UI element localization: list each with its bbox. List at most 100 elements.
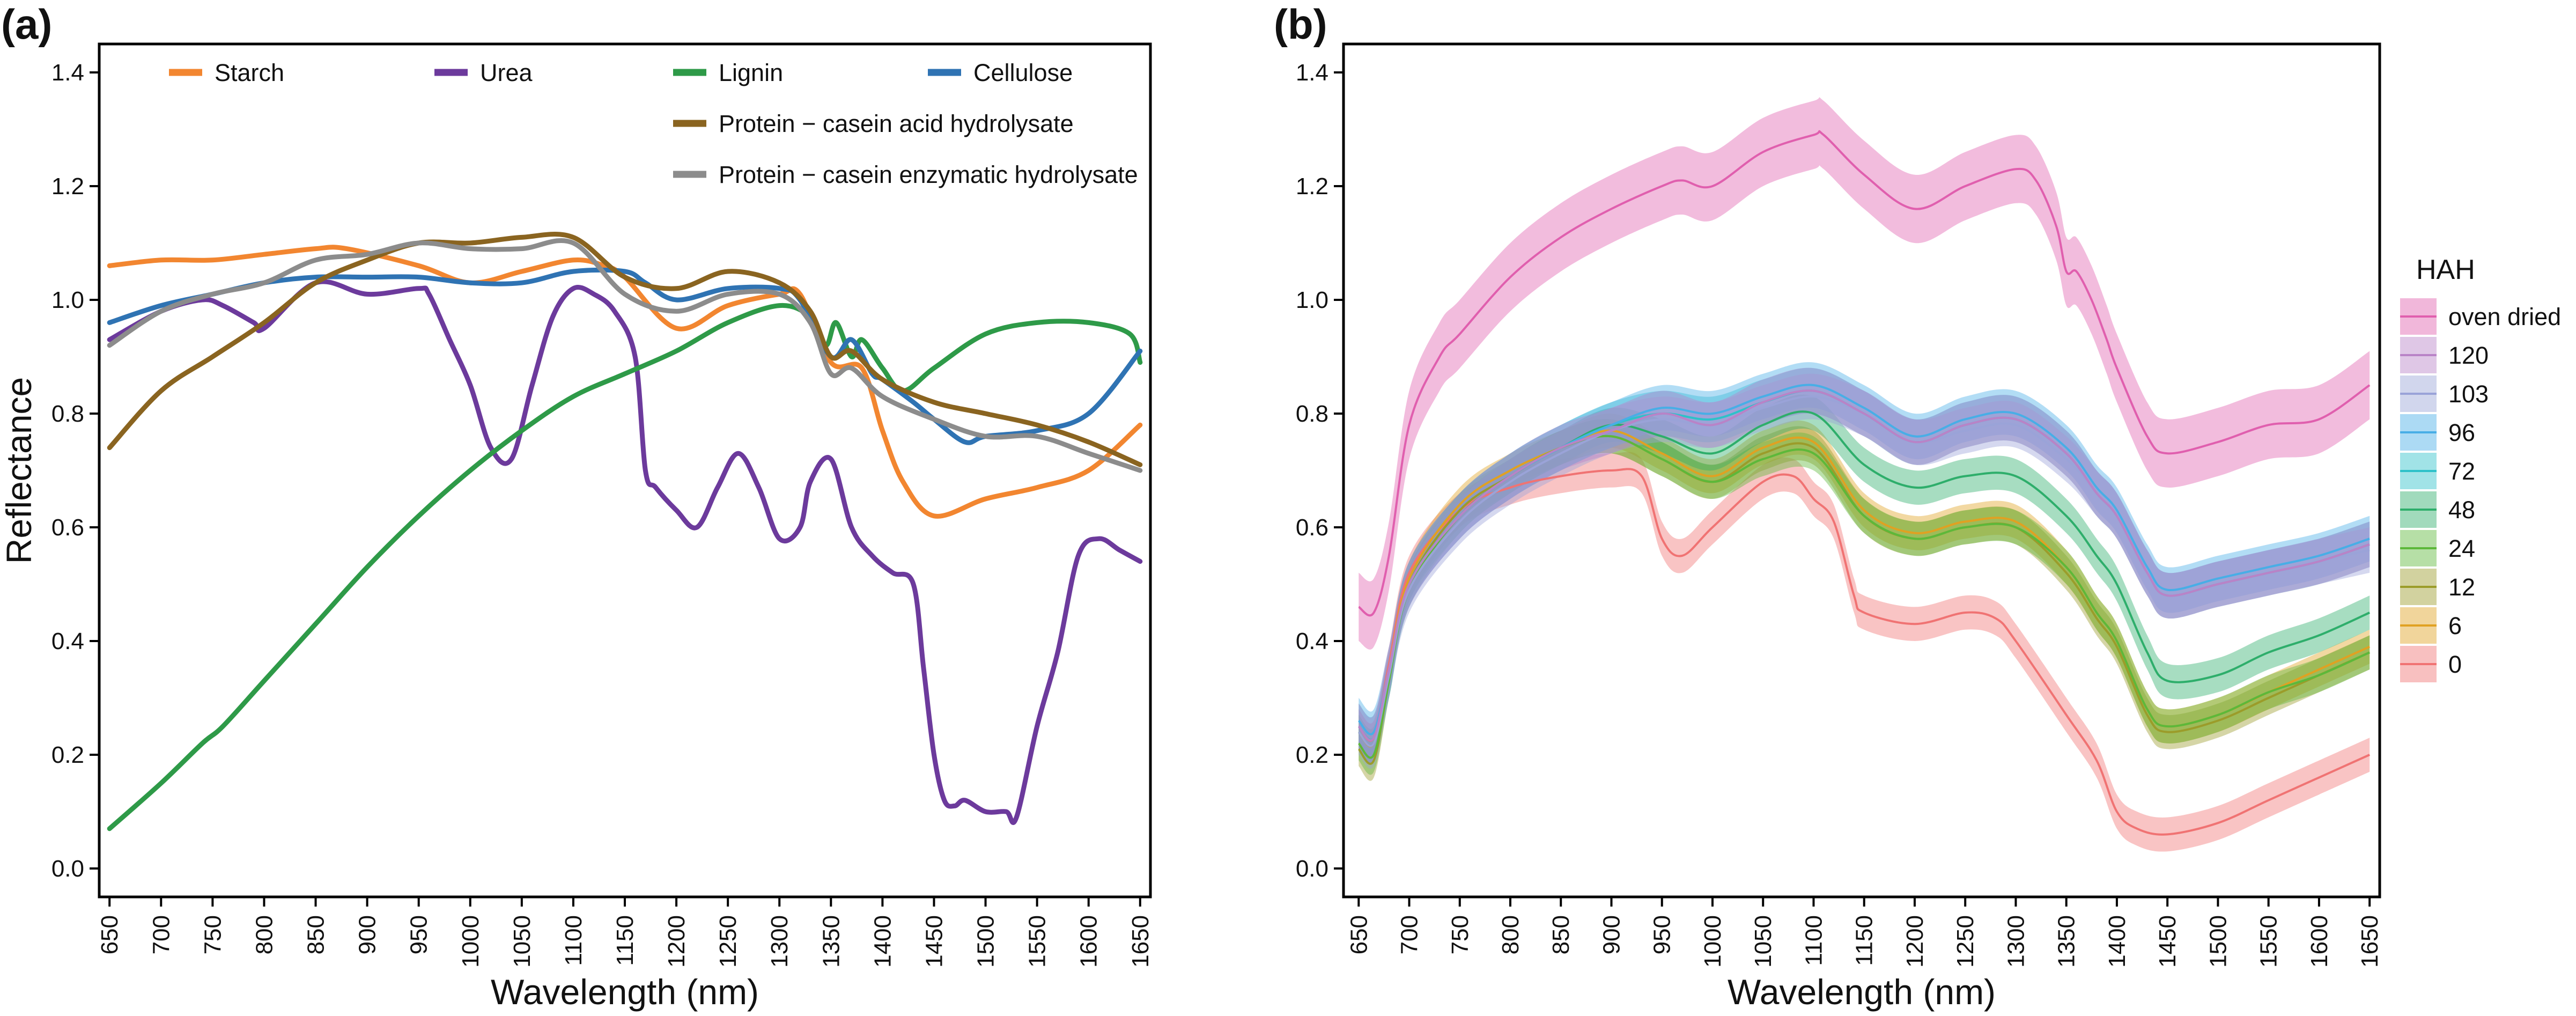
legend-label: 48 <box>2448 496 2475 524</box>
legend-label: 12 <box>2448 573 2475 601</box>
legend-label: 24 <box>2448 535 2475 562</box>
panel-b-x-tick-label: 1150 <box>1851 915 1878 966</box>
panel-b-x-tick-label: 650 <box>1346 915 1372 954</box>
panel-a-y-tick-label: 1.2 <box>51 173 84 200</box>
panel-b-x-tick-label: 1600 <box>2306 915 2333 968</box>
panel-label-b: (b) <box>1274 1 1327 48</box>
panel-a-x-tick-label: 900 <box>355 915 381 954</box>
panel-a-x-tick-label: 1000 <box>457 915 484 968</box>
panel-b-x-tick-label: 1550 <box>2256 915 2282 968</box>
panel-a-x-tick-label: 650 <box>97 915 123 954</box>
panel-a-x-tick-label: 1300 <box>766 915 793 968</box>
panel-label-a: (a) <box>1 1 52 48</box>
series-line-oven-dried <box>1358 130 2371 617</box>
panel-b-y-tick-label: 0.4 <box>1296 628 1328 654</box>
legend-label: 6 <box>2448 612 2462 639</box>
panel-a-x-tick-label: 1450 <box>921 915 947 968</box>
panel-b-x-tick-label: 1400 <box>2104 915 2130 968</box>
legend-label: Urea <box>480 59 533 86</box>
series-band-0 <box>1359 452 2370 852</box>
panel-b-y-tick-label: 0.6 <box>1296 514 1328 541</box>
legend-label: Cellulose <box>973 59 1073 86</box>
legend-label: 120 <box>2448 342 2489 369</box>
legend-label: 103 <box>2448 380 2489 408</box>
panel-b-x-tick-label: 1650 <box>2357 915 2383 968</box>
panel-b-y-tick-label: 0.0 <box>1296 856 1328 882</box>
panel-b-legend-title: HAH <box>2416 254 2475 285</box>
panel-a-y-tick-label: 0.8 <box>51 401 84 427</box>
panel-a-x-tick-label: 1500 <box>973 915 999 968</box>
panel-b-y-tick-label: 1.2 <box>1296 173 1328 200</box>
panel-a-y-tick-label: 1.0 <box>51 287 84 313</box>
panel-b: 0.0 0.2 0.4 0.6 0.8 1.0 1.2 1.4 650 700 750 800 850 9… <box>1296 42 2561 1012</box>
series-line-120 <box>1357 389 2370 742</box>
panel-a-axes: 0.0 0.2 0.4 0.6 0.8 1.0 1.2 1.4 650 700 750 800 850 9… <box>51 60 1154 968</box>
legend-label: 72 <box>2448 458 2475 485</box>
panel-a: 0.0 0.2 0.4 0.6 0.8 1.0 1.2 1.4 650 700 750 800 850 9… <box>0 42 1154 1012</box>
panel-b-x-axis-title: Wavelength (nm) <box>1728 972 1996 1012</box>
panel-b-axes: 0.0 0.2 0.4 0.6 0.8 1.0 1.2 1.4 650 700 750 800 850 9… <box>1296 60 2383 968</box>
legend-label: Protein − casein acid hydrolysate <box>719 110 1074 137</box>
panel-b-y-tick-label: 1.0 <box>1296 287 1328 313</box>
legend-label: Starch <box>215 59 284 86</box>
panel-b-x-tick-label: 1450 <box>2154 915 2181 968</box>
series-line-protein-casein-enzymatic-hydrolysate <box>107 238 1143 473</box>
panel-a-x-tick-label: 1350 <box>818 915 844 968</box>
series-line-urea <box>107 279 1143 825</box>
panel-b-x-tick-label: 950 <box>1649 915 1675 954</box>
series-line-cellulose <box>107 267 1143 445</box>
panel-a-x-tick-label: 1100 <box>560 915 587 966</box>
panel-b-y-tick-label: 1.4 <box>1296 60 1328 86</box>
panel-a-series <box>107 231 1143 831</box>
legend-label: Protein − casein enzymatic hydrolysate <box>719 161 1138 188</box>
panel-a-y-tick-label: 0.4 <box>51 628 84 654</box>
panel-b-x-tick-label: 1250 <box>1952 915 1979 968</box>
panel-b-series <box>1357 97 2371 852</box>
panel-a-x-tick-label: 1050 <box>509 915 535 968</box>
series-band-48 <box>1359 394 2370 763</box>
panel-a-x-tick-label: 1200 <box>663 915 690 968</box>
panel-a-x-tick-label: 1250 <box>715 915 741 968</box>
panel-b-x-tick-label: 900 <box>1598 915 1625 954</box>
panel-a-y-axis-title: Reflectance <box>0 377 39 564</box>
panel-a-legend: Starch Urea Lignin Cellulose Protein − casei… <box>169 59 1138 188</box>
panel-a-x-tick-label: 800 <box>251 915 277 954</box>
panel-a-x-tick-label: 1150 <box>612 915 638 966</box>
panel-b-x-tick-label: 800 <box>1497 915 1524 954</box>
panel-b-legend: HAH oven dried 120 103 96 72 48 24 12 6 0 <box>2400 254 2561 682</box>
panel-a-x-tick-label: 1650 <box>1127 915 1154 968</box>
panel-a-x-tick-label: 1550 <box>1024 915 1051 968</box>
legend-label: 96 <box>2448 419 2475 446</box>
panel-a-x-tick-label: 750 <box>200 915 226 954</box>
panel-a-y-tick-label: 0.6 <box>51 514 84 541</box>
legend-label: Lignin <box>719 59 783 86</box>
panel-a-x-tick-label: 1400 <box>869 915 896 968</box>
panel-b-x-tick-label: 1050 <box>1750 915 1776 968</box>
panel-b-y-tick-label: 0.8 <box>1296 401 1328 427</box>
series-line-lignin <box>107 303 1143 831</box>
panel-a-y-tick-label: 0.2 <box>51 742 84 768</box>
panel-a-x-tick-label: 1600 <box>1076 915 1102 968</box>
panel-b-y-tick-label: 0.2 <box>1296 742 1328 768</box>
panel-a-y-tick-label: 0.0 <box>51 856 84 882</box>
legend-label: oven dried <box>2448 303 2561 330</box>
panel-b-x-tick-label: 750 <box>1447 915 1473 954</box>
series-line-starch <box>107 245 1143 519</box>
panel-b-x-tick-label: 1350 <box>2054 915 2080 968</box>
panel-a-x-tick-label: 950 <box>406 915 432 954</box>
panel-a-x-axis-title: Wavelength (nm) <box>491 972 759 1012</box>
panel-a-y-tick-label: 1.4 <box>51 60 84 86</box>
panel-b-x-tick-label: 1000 <box>1700 915 1726 968</box>
panel-b-x-tick-label: 700 <box>1397 915 1423 954</box>
panel-a-x-tick-label: 850 <box>303 915 329 954</box>
panel-b-x-tick-label: 1100 <box>1800 915 1827 966</box>
panel-a-x-tick-label: 700 <box>148 915 174 954</box>
series-band-oven-dried <box>1359 97 2370 650</box>
panel-b-x-tick-label: 1500 <box>2205 915 2231 968</box>
legend-label: 0 <box>2448 651 2462 678</box>
panel-b-frame <box>1342 42 2381 899</box>
series-line-protein-casein-acid-hydrolysate <box>107 231 1143 467</box>
panel-b-x-tick-label: 850 <box>1548 915 1574 954</box>
panel-b-x-tick-label: 1200 <box>1902 915 1928 968</box>
